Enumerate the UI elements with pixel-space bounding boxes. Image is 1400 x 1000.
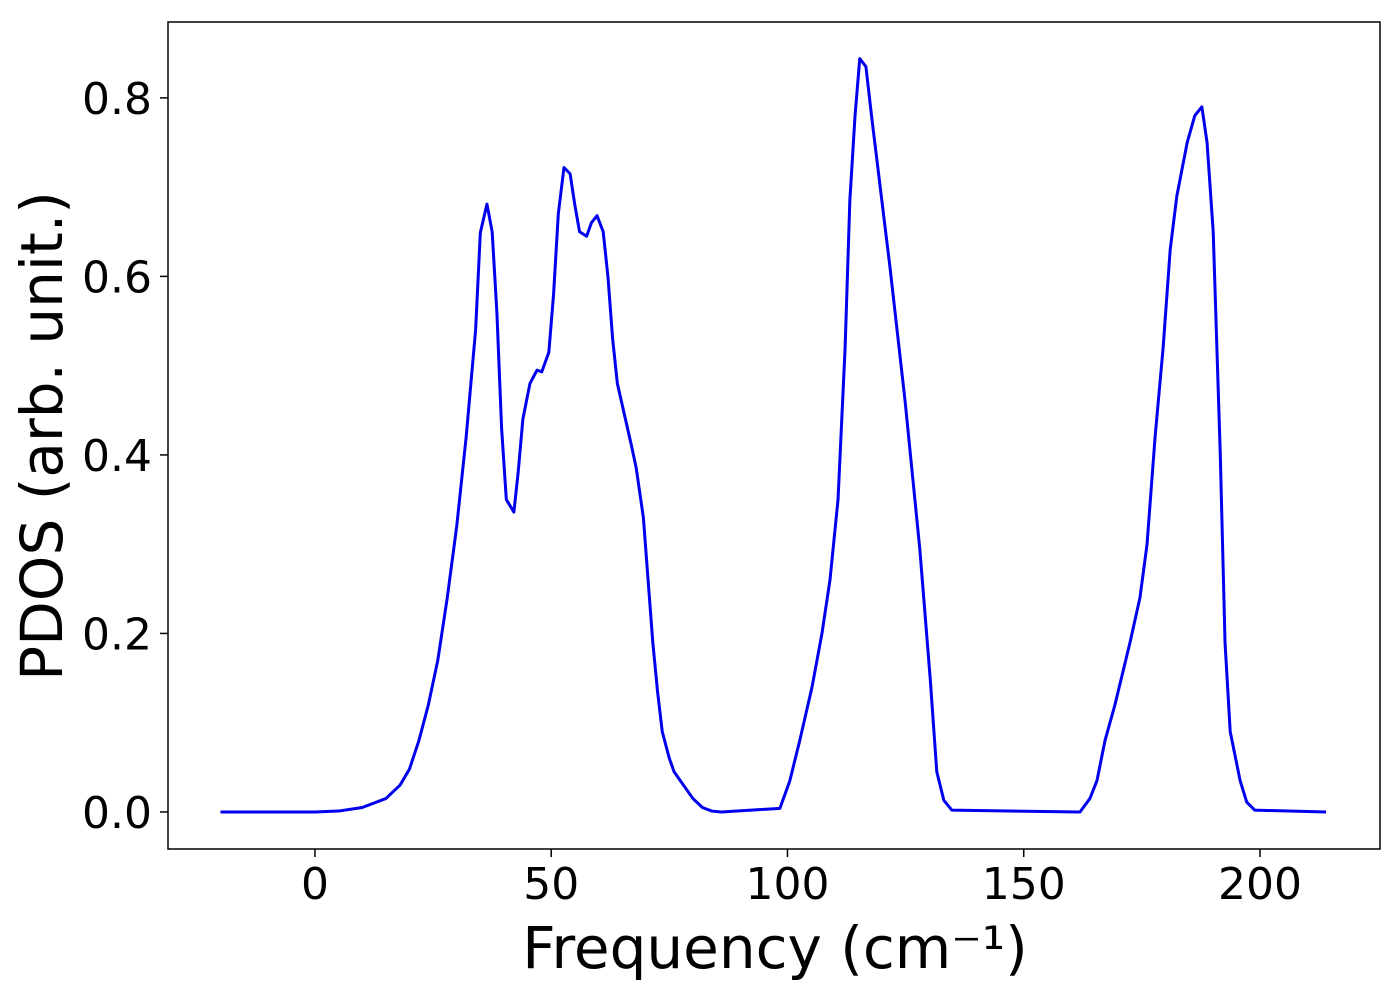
y-tick-label: 0.2 xyxy=(82,609,152,660)
data-line xyxy=(220,57,1327,814)
x-axis-label: Frequency (cm⁻¹) xyxy=(522,914,1028,982)
x-tick-label: 150 xyxy=(982,859,1066,910)
y-tick-label: 0.0 xyxy=(82,788,152,839)
plot-frame xyxy=(167,21,1381,850)
y-axis-label: PDOS (arb. unit.) xyxy=(8,191,76,681)
y-tick-label: 0.8 xyxy=(82,74,152,125)
y-tick-label: 0.6 xyxy=(82,252,152,303)
x-tick-label: 0 xyxy=(301,859,329,910)
y-tick-label: 0.4 xyxy=(82,431,152,482)
x-tick-label: 200 xyxy=(1218,859,1302,910)
x-tick-label: 100 xyxy=(745,859,829,910)
x-tick-label: 50 xyxy=(523,859,579,910)
